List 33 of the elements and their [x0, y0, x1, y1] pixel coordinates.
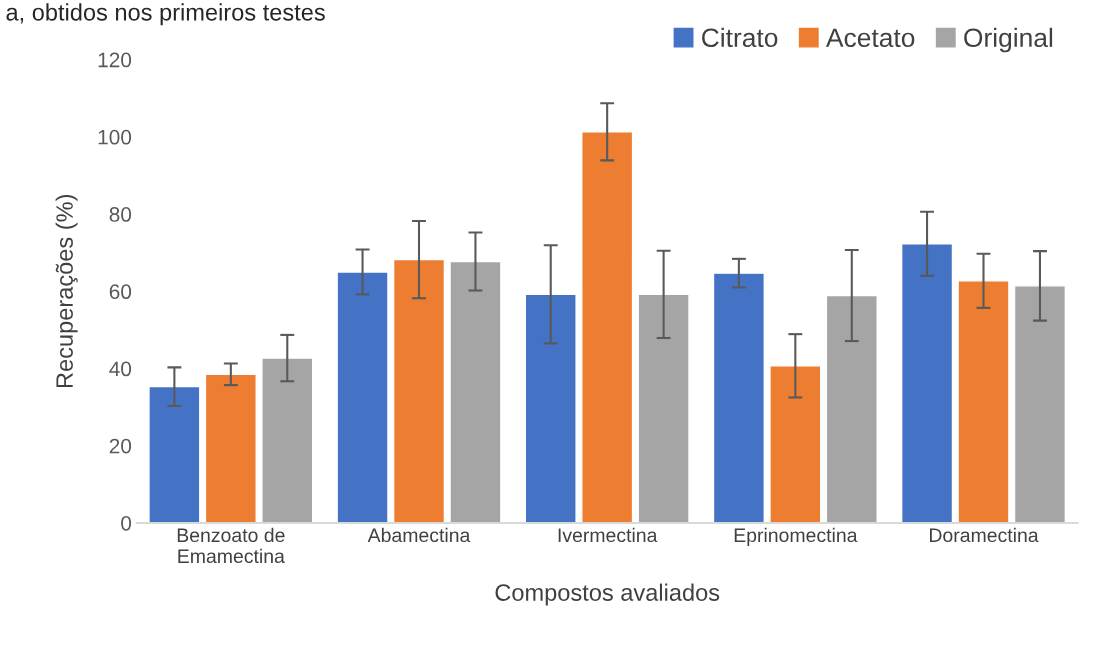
y-tick-label: 0: [121, 515, 132, 531]
x-tick-label: Benzoato de Emamectina: [177, 527, 285, 564]
bar: [637, 293, 690, 523]
bar: [449, 260, 502, 523]
bar: [524, 293, 577, 523]
y-tick-label: 80: [109, 207, 132, 222]
x-tick-label: Ivermectina: [558, 527, 658, 543]
legend-label: Citrato: [702, 27, 778, 48]
x-tick-label: Abamectina: [367, 527, 471, 543]
bar: [261, 357, 314, 523]
bar: [392, 258, 446, 523]
bar: [957, 280, 1010, 523]
bar: [336, 271, 389, 523]
bar: [1013, 285, 1067, 523]
bar: [712, 272, 765, 523]
bar: [204, 373, 257, 523]
x-tick-label: Eprinomectina: [734, 527, 858, 546]
text: a, obtidos nos primeiros testes: [6, 3, 325, 26]
legend-label: Original: [964, 27, 1053, 53]
bar: [900, 243, 954, 523]
bar: [825, 294, 878, 523]
y-tick-label: 60: [109, 284, 132, 300]
legend-label: Acetato: [825, 28, 915, 48]
y-tick-label: 20: [109, 438, 132, 454]
y-tick-label: 40: [109, 361, 132, 377]
y-tick-label: 100: [98, 129, 132, 145]
bar: [581, 131, 634, 523]
bar: [769, 365, 822, 523]
y-tick-label: 120: [98, 52, 132, 68]
y-axis-title: Recuperações (%): [55, 194, 78, 388]
x-tick-label: Doramectina: [929, 527, 1039, 543]
x-axis-title: Compostos avaliados: [495, 583, 720, 606]
bar: [148, 385, 201, 523]
